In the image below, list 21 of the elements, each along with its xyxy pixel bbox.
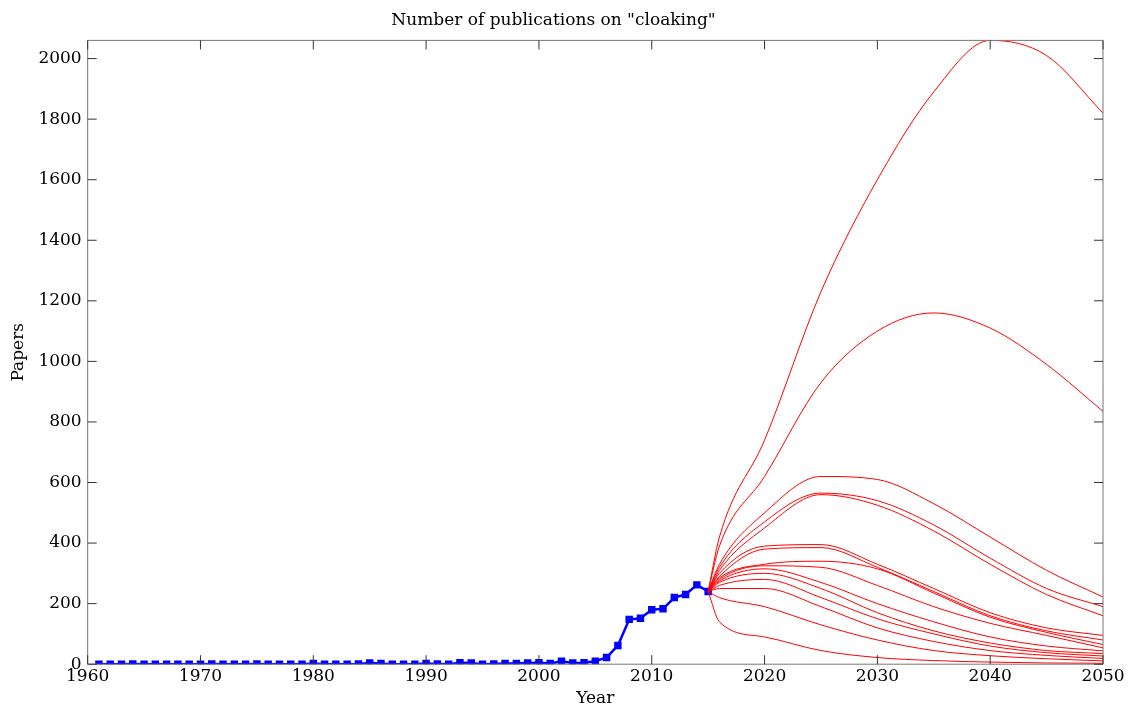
x-tick-label: 2030 xyxy=(855,664,899,685)
y-tick-label: 1600 xyxy=(38,168,82,189)
x-tick-label: 1990 xyxy=(404,664,448,685)
x-tick-label: 1980 xyxy=(291,664,335,685)
y-tick-label: 1000 xyxy=(38,349,82,370)
y-tick-label: 2000 xyxy=(38,46,82,67)
x-tick-label: 2010 xyxy=(630,664,674,685)
y-tick-label: 600 xyxy=(49,470,82,491)
x-tick-label: 2040 xyxy=(968,664,1012,685)
y-tick-label: 1800 xyxy=(38,107,82,128)
chart-title: Number of publications on "cloaking" xyxy=(391,8,716,29)
x-tick-label: 1970 xyxy=(178,664,223,685)
y-tick-label: 400 xyxy=(49,531,82,552)
y-tick-label: 800 xyxy=(49,410,82,431)
x-tick-label: 2000 xyxy=(517,664,561,685)
x-axis-title: Year xyxy=(575,687,616,708)
y-axis-title: Papers xyxy=(6,323,27,382)
x-tick-label: 2020 xyxy=(742,664,787,685)
y-tick-label: 1200 xyxy=(38,289,82,310)
y-tick-label: 1400 xyxy=(38,228,82,249)
y-tick-label: 200 xyxy=(49,592,82,613)
